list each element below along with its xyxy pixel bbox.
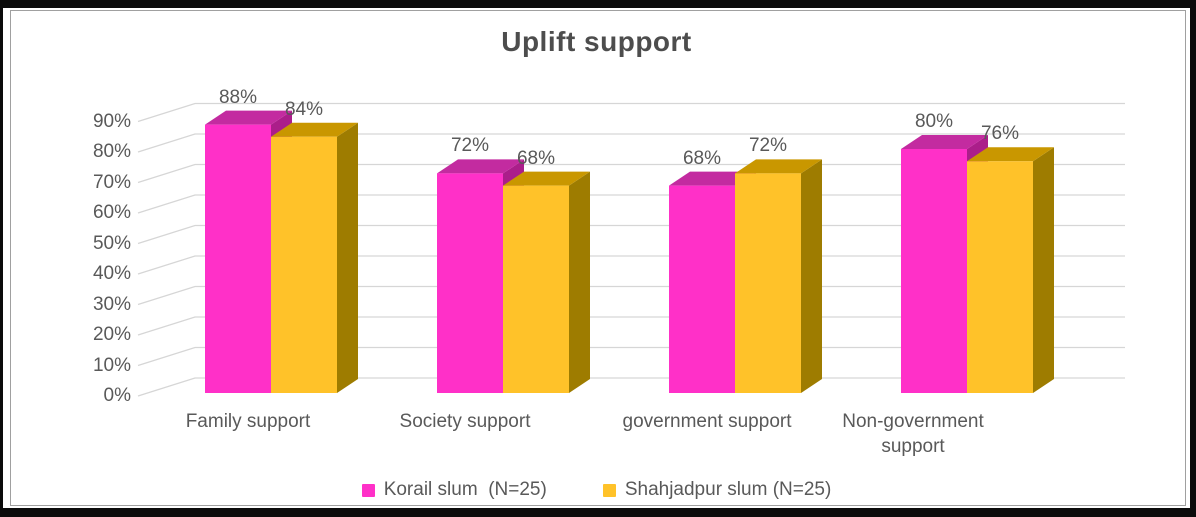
bar-side-shahjadpur-cat1 xyxy=(337,122,358,394)
legend-label-korail: Korail slum (N=25) xyxy=(383,479,547,500)
legend-swatch-shahjadpur-icon xyxy=(602,483,616,497)
x-tick-cat2: Society support xyxy=(399,411,531,432)
bar-top-korail-cat4 xyxy=(901,135,988,149)
legend-item-shahjadpur: Shahjadpur slum (N=25) xyxy=(602,479,832,501)
y-tick-0: 0% xyxy=(103,385,131,406)
bar-side-shahjadpur-cat2 xyxy=(569,171,590,393)
bar-top-shahjadpur-cat1 xyxy=(271,122,358,137)
chart-title: Uplift support xyxy=(501,26,692,57)
y-tick-40: 40% xyxy=(92,263,131,284)
y-tick-70: 70% xyxy=(92,171,131,193)
y-tick-60: 60% xyxy=(92,202,131,223)
bar-shahjadpur-cat1 xyxy=(271,136,337,394)
y-tick-10: 10% xyxy=(92,354,131,376)
bar-korail-cat2 xyxy=(437,173,503,393)
x-tick-cat4: Non-government support xyxy=(842,411,984,457)
bar-side-shahjadpur-cat3 xyxy=(801,159,822,393)
x-tick-cat3: government support xyxy=(622,411,792,432)
y-tick-90: 90% xyxy=(92,110,131,132)
gridline-90 xyxy=(137,102,1125,123)
plot-area xyxy=(137,102,1125,397)
value-label-shahjadpur-cat1: 84% xyxy=(284,98,324,120)
y-tick-80: 80% xyxy=(92,141,131,162)
bar-shahjadpur-cat3 xyxy=(735,173,801,393)
x-tick-cat1: Family support xyxy=(185,411,311,432)
y-tick-20: 20% xyxy=(92,324,131,345)
legend: Korail slum (N=25) Shahjadpur slum (N=25… xyxy=(3,479,1190,501)
bar-top-shahjadpur-cat3 xyxy=(735,159,822,174)
legend-swatch-korail-icon xyxy=(361,483,375,497)
bar-korail-cat4 xyxy=(901,149,967,393)
value-label-shahjadpur-cat4: 76% xyxy=(980,123,1020,145)
bar-shahjadpur-cat4 xyxy=(967,161,1033,393)
value-label-korail-cat2: 72% xyxy=(450,135,490,157)
bar-top-korail-cat3 xyxy=(669,171,756,186)
bar-side-shahjadpur-cat4 xyxy=(1033,147,1054,393)
gridline-80 xyxy=(137,133,1125,153)
bar-korail-cat3 xyxy=(669,185,735,393)
value-label-shahjadpur-cat2: 68% xyxy=(516,147,556,169)
legend-item-korail: Korail slum (N=25) xyxy=(361,479,547,501)
y-tick-50: 50% xyxy=(92,232,131,254)
value-label-korail-cat4: 80% xyxy=(914,111,954,132)
bar-shahjadpur-cat2 xyxy=(503,185,569,393)
value-label-korail-cat1: 88% xyxy=(218,86,258,108)
y-tick-30: 30% xyxy=(92,293,131,315)
value-label-shahjadpur-cat3: 72% xyxy=(748,135,788,157)
bar-top-korail-cat2 xyxy=(437,159,524,174)
value-label-korail-cat3: 68% xyxy=(682,147,722,169)
bar-top-shahjadpur-cat2 xyxy=(503,171,590,186)
legend-label-shahjadpur: Shahjadpur slum (N=25) xyxy=(624,479,832,500)
bar-top-korail-cat1 xyxy=(205,110,292,125)
bar-korail-cat1 xyxy=(205,124,271,393)
bar-top-shahjadpur-cat4 xyxy=(967,147,1054,162)
